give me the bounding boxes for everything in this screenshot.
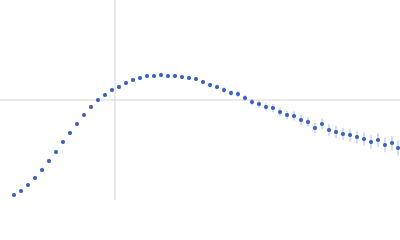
data-point — [306, 120, 310, 124]
data-point — [75, 122, 79, 126]
data-point — [334, 130, 338, 134]
data-point — [271, 106, 275, 110]
data-point — [33, 176, 37, 180]
data-point — [292, 114, 296, 118]
data-point — [47, 159, 51, 163]
data-point — [243, 96, 247, 100]
data-point — [152, 74, 156, 78]
data-point — [396, 146, 400, 150]
data-point — [124, 81, 128, 85]
data-point — [110, 88, 114, 92]
data-point — [103, 93, 107, 97]
data-point — [383, 143, 387, 147]
data-point — [138, 76, 142, 80]
data-point — [159, 73, 163, 77]
data-point — [89, 105, 93, 109]
data-point — [362, 137, 366, 141]
data-point — [264, 105, 268, 109]
data-point — [131, 78, 135, 82]
data-point — [376, 138, 380, 142]
data-point — [250, 100, 254, 104]
data-point — [187, 76, 191, 80]
data-point — [166, 74, 170, 78]
data-point — [180, 75, 184, 79]
data-point — [173, 74, 177, 78]
data-point — [19, 189, 23, 193]
data-point — [68, 131, 72, 135]
data-point — [257, 102, 261, 106]
data-point — [194, 77, 198, 81]
data-point — [145, 74, 149, 78]
data-point — [61, 140, 65, 144]
data-point — [117, 85, 121, 89]
data-point — [327, 128, 331, 132]
data-point — [299, 118, 303, 122]
data-point — [201, 80, 205, 84]
data-point — [54, 150, 58, 154]
data-point — [390, 141, 394, 145]
data-point — [369, 140, 373, 144]
data-point — [229, 91, 233, 95]
data-point — [355, 135, 359, 139]
data-point — [208, 83, 212, 87]
data-point — [40, 168, 44, 172]
data-point — [222, 88, 226, 92]
page: {"chart_data": {"type": "scatter", "xlim… — [0, 0, 400, 200]
data-point — [348, 133, 352, 137]
data-point — [26, 183, 30, 187]
data-point — [285, 113, 289, 117]
data-point — [215, 85, 219, 89]
data-point — [278, 110, 282, 114]
data-point — [313, 126, 317, 130]
chart — [0, 0, 400, 200]
data-point — [12, 193, 16, 197]
data-point — [236, 92, 240, 96]
data-point — [341, 132, 345, 136]
data-point — [320, 122, 324, 126]
data-point — [82, 113, 86, 117]
data-point — [96, 98, 100, 102]
